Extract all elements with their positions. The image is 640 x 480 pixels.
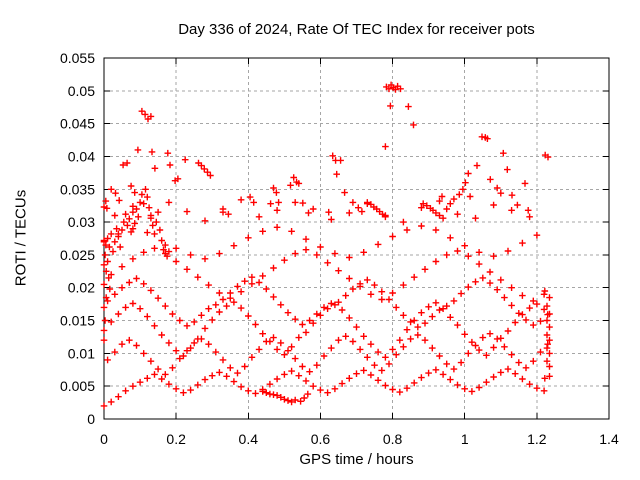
x-tick-label: 1.2 [527,431,547,447]
x-axis-label: GPS time / hours [299,451,414,468]
chart-title: Day 336 of 2024, Rate Of TEC Index for r… [178,21,535,38]
y-tick-label: 0.02 [68,280,95,296]
y-tick-label: 0.015 [60,313,95,329]
y-tick-label: 0.025 [60,247,95,263]
x-tick-label: 0.2 [166,431,186,447]
x-tick-label: 0.4 [239,431,259,447]
y-tick-label: 0.05 [68,83,95,99]
x-tick-label: 0.8 [383,431,403,447]
y-tick-label: 0.03 [68,214,95,230]
y-tick-label: 0.045 [60,116,95,132]
x-tick-label: 0 [100,431,108,447]
scatter-data-points [100,81,553,410]
x-tick-label: 1.4 [599,431,619,447]
y-tick-label: 0.01 [68,345,95,361]
plot-border [103,57,610,420]
y-tick-label: 0.005 [60,378,95,394]
y-tick-label: 0.055 [60,50,95,66]
x-tick-label: 1 [461,431,469,447]
y-tick-label: 0 [87,411,95,427]
x-tick-label: 0.6 [311,431,331,447]
y-tick-label: 0.04 [68,148,95,164]
y-tick-label: 0.035 [60,181,95,197]
